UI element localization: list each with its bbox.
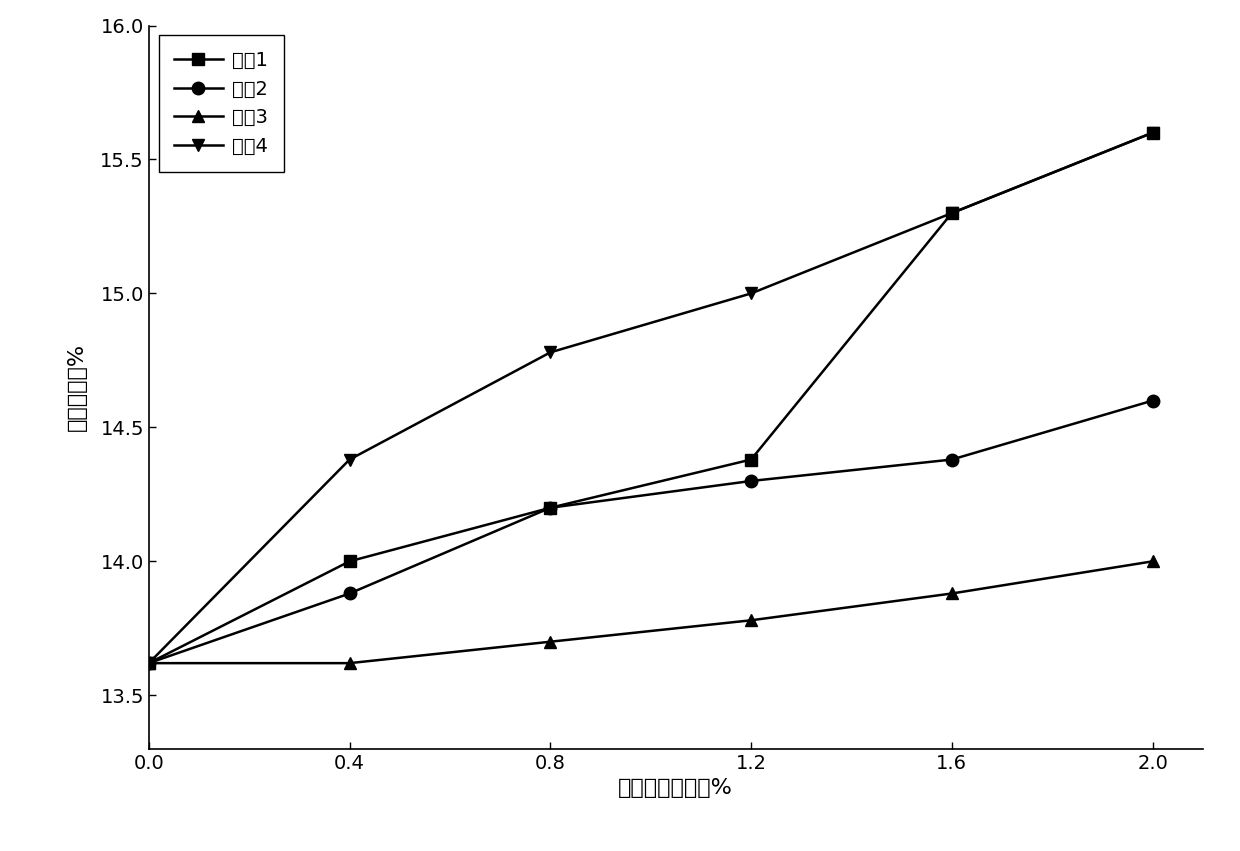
配兢4 — [141, 658, 156, 668]
配兢4 — [744, 288, 759, 299]
配兢4 — [342, 454, 357, 465]
Legend: 配兢1, 配兢2, 配兢3, 配兢4: 配兢1, 配兢2, 配兢3, 配兢4 — [159, 35, 284, 172]
配兢1 — [141, 658, 156, 668]
配兢3 — [141, 658, 156, 668]
配兢1 — [342, 557, 357, 567]
配兢2 — [342, 588, 357, 598]
配兢3 — [1146, 557, 1161, 567]
配兢1 — [744, 454, 759, 465]
配兢2 — [1146, 396, 1161, 406]
Y-axis label: 最小氧浓度%: 最小氧浓度% — [67, 343, 87, 431]
配兢4 — [1146, 128, 1161, 138]
配兢1 — [543, 503, 558, 513]
配兢2 — [543, 503, 558, 513]
配兢1 — [945, 208, 960, 218]
Line: 配兢4: 配兢4 — [143, 127, 1159, 670]
Line: 配兢2: 配兢2 — [143, 394, 1159, 670]
配兢2 — [744, 476, 759, 486]
Line: 配兢1: 配兢1 — [143, 127, 1159, 670]
Line: 配兢3: 配兢3 — [143, 555, 1159, 670]
配兢3 — [945, 588, 960, 598]
配兢3 — [744, 615, 759, 625]
配兢4 — [945, 208, 960, 218]
X-axis label: 混合气体加入量%: 混合气体加入量% — [619, 779, 733, 798]
配兢3 — [342, 658, 357, 668]
配兢1 — [1146, 128, 1161, 138]
配兢3 — [543, 637, 558, 647]
配兢2 — [141, 658, 156, 668]
配兢2 — [945, 454, 960, 465]
配兢4 — [543, 347, 558, 357]
